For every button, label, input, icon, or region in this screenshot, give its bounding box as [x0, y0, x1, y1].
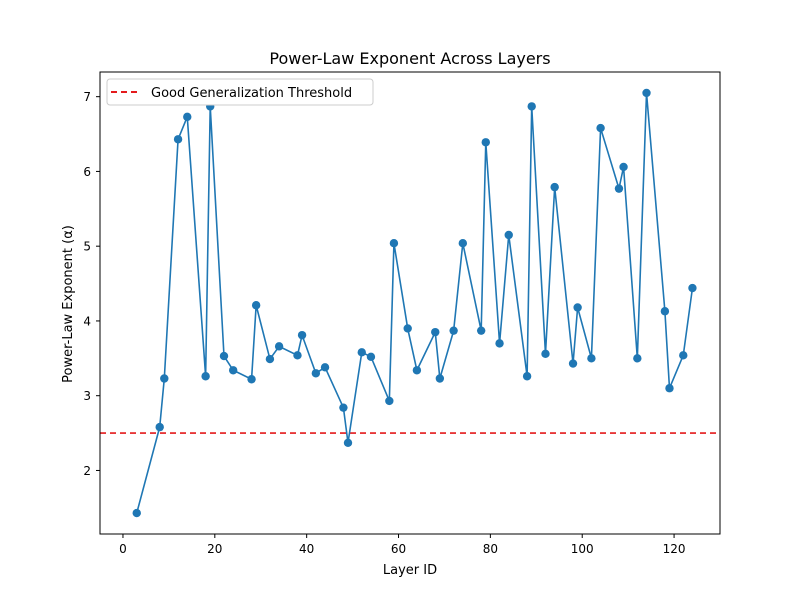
data-point	[343, 438, 353, 447]
data-point	[403, 324, 412, 333]
data-point	[596, 123, 605, 133]
data-point	[293, 351, 302, 360]
y-tick-label: 6	[83, 165, 91, 179]
data-point	[385, 396, 394, 406]
x-tick-label: 40	[299, 542, 314, 556]
x-tick-label: 60	[391, 542, 406, 556]
data-point	[449, 326, 458, 335]
data-point	[587, 354, 596, 363]
chart-title: Power-Law Exponent Across Layers	[269, 49, 550, 68]
data-point	[481, 138, 490, 147]
data-point	[265, 354, 275, 364]
data-point	[476, 326, 486, 335]
data-point	[633, 354, 642, 363]
y-axis-label: Power-Law Exponent (α)	[61, 225, 76, 383]
data-point	[160, 374, 169, 383]
data-point	[183, 112, 192, 122]
axes-frame	[99, 71, 721, 535]
data-point	[619, 162, 628, 172]
data-point	[412, 366, 422, 375]
data-point	[688, 283, 697, 293]
x-axis-label: Layer ID	[383, 563, 437, 578]
data-point	[573, 303, 582, 312]
data-point	[527, 102, 536, 111]
x-tick-label: 20	[207, 542, 222, 556]
legend: Good Generalization Threshold	[106, 78, 374, 106]
data-point	[550, 182, 559, 192]
data-point	[357, 348, 366, 357]
data-point	[219, 351, 229, 361]
data-point	[311, 369, 321, 378]
data-point	[132, 508, 141, 518]
x-tick-label: 120	[663, 542, 686, 556]
data-point	[339, 403, 348, 412]
data-point	[320, 363, 330, 372]
legend-box	[106, 78, 374, 106]
data-point	[495, 339, 504, 348]
data-point	[251, 301, 261, 310]
y-tick-label: 5	[83, 240, 91, 254]
data-point	[201, 372, 210, 381]
data-point	[665, 384, 674, 393]
data-point	[155, 422, 164, 432]
data-point	[660, 307, 670, 316]
data-point	[389, 238, 399, 248]
data-point	[435, 374, 445, 383]
y-tick-label: 7	[83, 90, 91, 104]
y-tick-label: 3	[83, 389, 91, 403]
x-tick-label: 80	[483, 542, 498, 556]
data-point	[431, 327, 440, 337]
data-point	[568, 359, 578, 368]
data-point	[228, 366, 238, 375]
x-tick-label: 100	[571, 542, 594, 556]
axes: 0 20 40 60 80 100 120 2 3 4 5 6 7	[83, 71, 721, 556]
data-point	[247, 375, 256, 384]
x-tick-label: 0	[119, 542, 127, 556]
data-point	[366, 352, 376, 362]
plot-area	[100, 88, 720, 518]
y-tick-label: 2	[83, 464, 91, 478]
data-point	[274, 342, 284, 351]
data-point	[541, 349, 550, 359]
data-point	[297, 330, 307, 340]
data-point	[504, 230, 513, 240]
data-point	[642, 88, 651, 98]
data-point	[679, 351, 688, 360]
legend-label: Good Generalization Threshold	[151, 86, 352, 101]
data-point	[614, 184, 624, 193]
data-point	[173, 135, 183, 144]
y-tick-label: 4	[83, 314, 91, 328]
data-point	[458, 238, 468, 248]
data-point	[522, 372, 532, 381]
